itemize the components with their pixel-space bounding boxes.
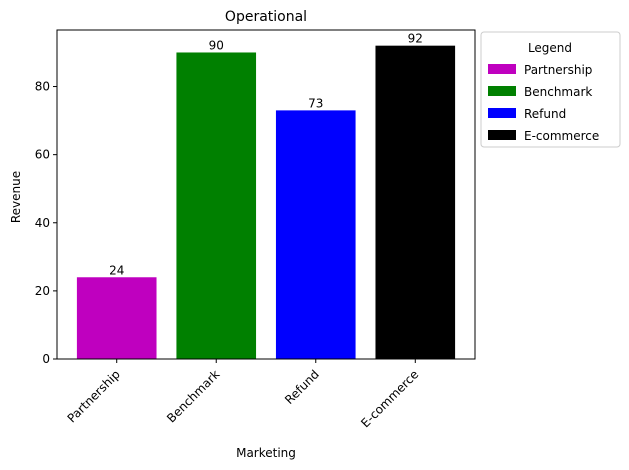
- legend-entry-label: E-commerce: [524, 129, 599, 143]
- bar: [375, 45, 456, 360]
- legend-swatch: [488, 108, 516, 118]
- legend-swatch: [488, 64, 516, 74]
- legend-frame: [480, 31, 621, 148]
- legend-entry-label: Refund: [524, 107, 566, 121]
- y-tick-label: 20: [35, 284, 50, 298]
- plot-area-frame: [56, 29, 476, 360]
- legend-title: Legend: [528, 41, 572, 55]
- legend-entry-label: Partnership: [524, 63, 592, 77]
- chart-title: Operational: [225, 9, 307, 25]
- y-axis: 0 20 40 60 80: [35, 80, 57, 366]
- bar: [275, 110, 356, 359]
- legend-entry-label: Benchmark: [524, 85, 592, 99]
- y-tick-label: 40: [35, 216, 50, 230]
- legend: Legend Partnership Benchmark Refund E-comme…: [480, 31, 621, 148]
- bar: [76, 277, 157, 359]
- y-tick-label: 80: [35, 80, 50, 94]
- bar-value-label: 92: [408, 32, 423, 46]
- bar-labels-layer: 24 90 73 92: [109, 32, 423, 278]
- bars-layer: [76, 45, 456, 360]
- bar-value-label: 90: [209, 38, 224, 52]
- y-axis-label: Revenue: [9, 171, 23, 223]
- y-tick-label: 60: [35, 148, 50, 162]
- legend-swatch: [488, 86, 516, 96]
- bar-value-label: 24: [109, 263, 124, 277]
- bar: [176, 52, 257, 359]
- y-tick-label: 0: [42, 352, 50, 366]
- x-axis-label: Marketing: [236, 446, 296, 460]
- bar-value-label: 73: [308, 96, 323, 110]
- legend-swatch: [488, 130, 516, 140]
